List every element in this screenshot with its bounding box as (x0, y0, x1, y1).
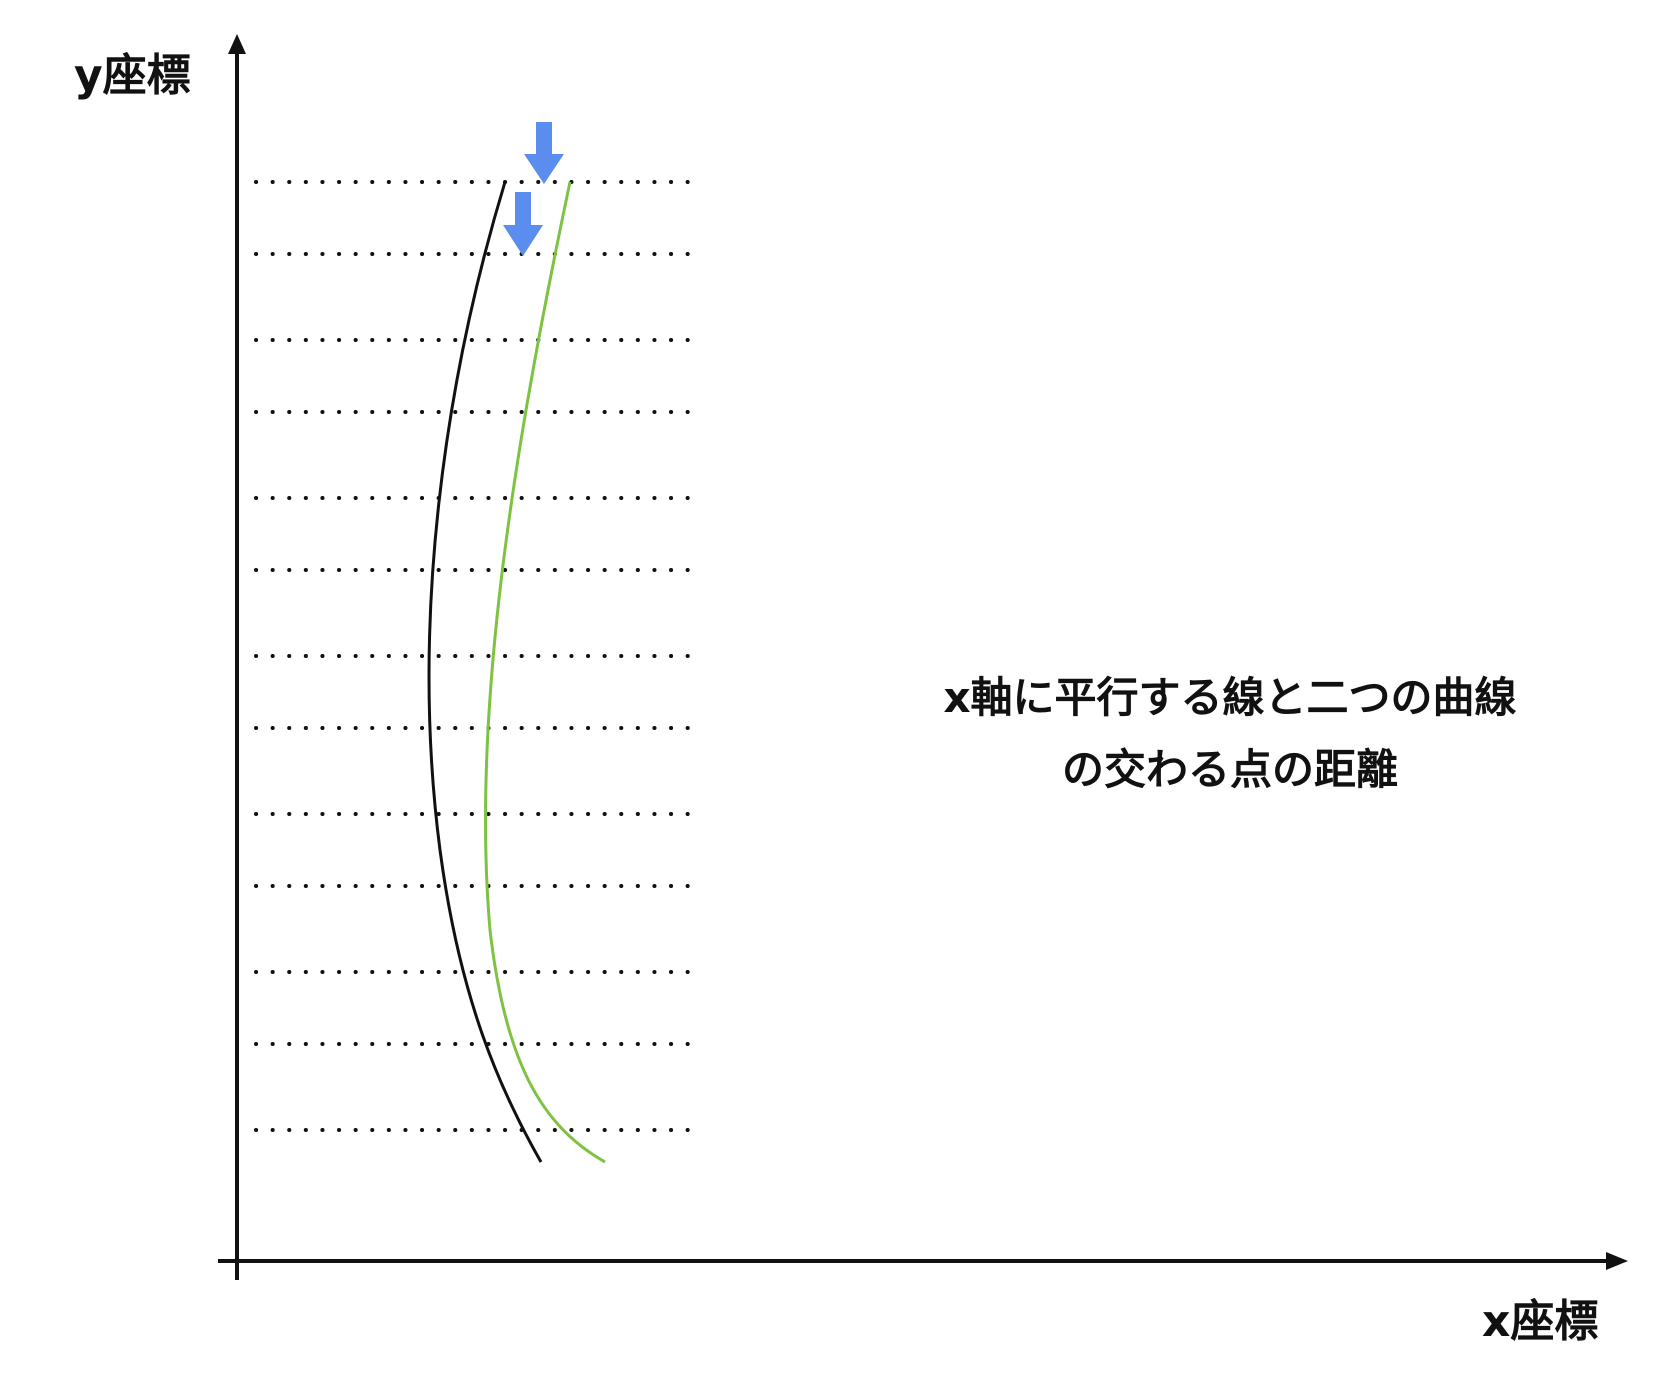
y-axis-arrowhead (228, 34, 246, 54)
caption-line-1: x軸に平行する線と二つの曲線 (943, 673, 1516, 722)
y-axis-label: y座標 (74, 50, 191, 101)
arrow-on-green-curve (524, 122, 564, 184)
x-axis-label: x座標 (1482, 1296, 1598, 1347)
x-axis-arrowhead (1606, 1252, 1628, 1270)
arrow-on-black-curve (503, 192, 543, 256)
horizontal-dotted-lines (254, 180, 698, 1132)
caption-line-2: の交わる点の距離 (1062, 745, 1398, 794)
green-curve (484, 181, 606, 1164)
black-curve (427, 181, 543, 1163)
